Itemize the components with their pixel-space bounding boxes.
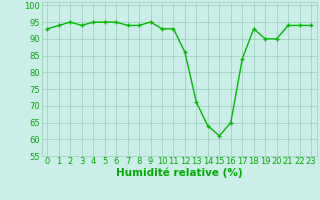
X-axis label: Humidité relative (%): Humidité relative (%) — [116, 168, 243, 178]
